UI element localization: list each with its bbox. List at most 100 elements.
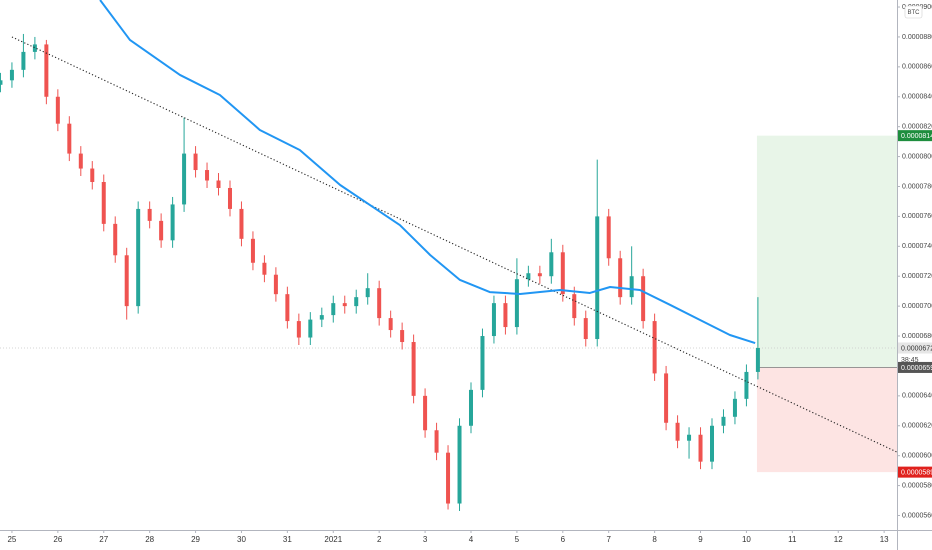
y-tick-label: 0.0000560 (902, 512, 932, 519)
moving-average (99, 0, 756, 345)
y-tick-label: 0.0000700 (902, 303, 932, 310)
candle-body (549, 252, 554, 277)
candle-body (113, 223, 118, 256)
y-tick-label: 0.0000760 (902, 213, 932, 220)
countdown: 38:45 (901, 357, 919, 364)
target-zone (756, 135, 897, 368)
candle-body (250, 238, 255, 263)
y-tick-label: 0.0000680 (902, 333, 932, 340)
candle-body (732, 398, 737, 417)
candle-body (331, 303, 336, 316)
candle-body (468, 389, 473, 426)
candle-body (698, 434, 703, 462)
x-tick-label: 8 (652, 535, 657, 544)
candle-body (675, 422, 680, 441)
candle-body (514, 279, 519, 328)
entry-label: 0.0000659 (901, 365, 932, 372)
candle-body (687, 434, 692, 441)
x-tick-label: 7 (606, 535, 611, 544)
candle-body (629, 276, 634, 298)
candle-body (101, 182, 106, 224)
x-tick-label: 31 (283, 535, 292, 544)
candle-body (721, 416, 726, 426)
candle-body (411, 342, 416, 396)
candle-body (136, 208, 141, 307)
x-tick-label: 5 (515, 535, 520, 544)
symbol-badge (904, 5, 923, 19)
candle-body (595, 216, 600, 340)
y-tick-label: 0.0000860 (902, 64, 932, 71)
candle-body (641, 276, 646, 322)
candle-body (147, 208, 152, 221)
candle-body (285, 294, 290, 322)
candle-body (457, 425, 462, 504)
x-tick-label: 4 (469, 535, 474, 544)
y-tick-label: 0.0000820 (902, 124, 932, 131)
candle-body (193, 153, 198, 171)
y-tick-label: 0.0000800 (902, 153, 932, 160)
candle-body (572, 294, 577, 319)
candle-body (182, 153, 187, 205)
candle-body (606, 216, 611, 259)
candle-body (664, 373, 669, 423)
x-tick-label: 27 (99, 535, 108, 544)
x-tick-label: 29 (191, 535, 200, 544)
symbol: BTC (908, 10, 921, 16)
candle-body (216, 180, 221, 188)
stop-zone (756, 367, 897, 473)
candle-body (388, 318, 393, 331)
y-tick-label: 0.0000580 (902, 482, 932, 489)
candle-body (55, 96, 60, 124)
candle-body (434, 430, 439, 453)
candle-body (480, 336, 485, 390)
stop-label: 0.0000589 (901, 469, 932, 476)
candle-body (744, 371, 749, 399)
x-tick-label: 13 (880, 535, 889, 544)
x-tick-label: 6 (561, 535, 566, 544)
stop-box (898, 466, 932, 478)
last-price-box (898, 342, 932, 354)
y-tick-label: 0.0000620 (902, 423, 932, 430)
candle-body (354, 297, 359, 307)
candle-body (239, 208, 244, 239)
y-tick-label: 0.0000780 (902, 183, 932, 190)
candle-body (446, 452, 451, 504)
candle-body (32, 44, 37, 52)
candle-body (365, 288, 370, 298)
last-price-label: 0.0000672 (901, 345, 932, 352)
x-tick-label: 2 (377, 535, 382, 544)
candle-body (90, 168, 95, 183)
axes: 0.00009000.00008800.00008600.00008400.00… (7, 4, 932, 544)
candle-body (21, 51, 26, 70)
candle-body (296, 321, 301, 338)
candle-body (755, 347, 760, 372)
candle-body (537, 273, 542, 277)
target-box (898, 130, 932, 142)
x-tick-label: 11 (788, 535, 797, 544)
candle-body (205, 170, 210, 181)
candle-body (262, 262, 267, 275)
candle-body (400, 330, 405, 343)
candle-body (618, 258, 623, 298)
candle-body (227, 187, 232, 209)
candle-body (583, 318, 588, 340)
candle-body (503, 303, 508, 328)
candle-body (44, 44, 49, 97)
x-tick-label: 2021 (324, 535, 342, 544)
candle-body (0, 80, 3, 85)
candle-body (377, 288, 382, 319)
candle-body (170, 204, 175, 241)
candle-body (308, 319, 313, 338)
candle-body (342, 303, 347, 307)
candle-body (9, 69, 14, 81)
y-tick-label: 0.0000640 (902, 393, 932, 400)
candle-body (491, 303, 496, 337)
x-tick-label: 26 (53, 535, 62, 544)
y-tick-label: 0.0000740 (902, 243, 932, 250)
target-label: 0.0000814 (901, 133, 932, 140)
x-tick-label: 30 (237, 535, 246, 544)
candle-body (652, 321, 657, 374)
x-tick-label: 9 (698, 535, 703, 544)
